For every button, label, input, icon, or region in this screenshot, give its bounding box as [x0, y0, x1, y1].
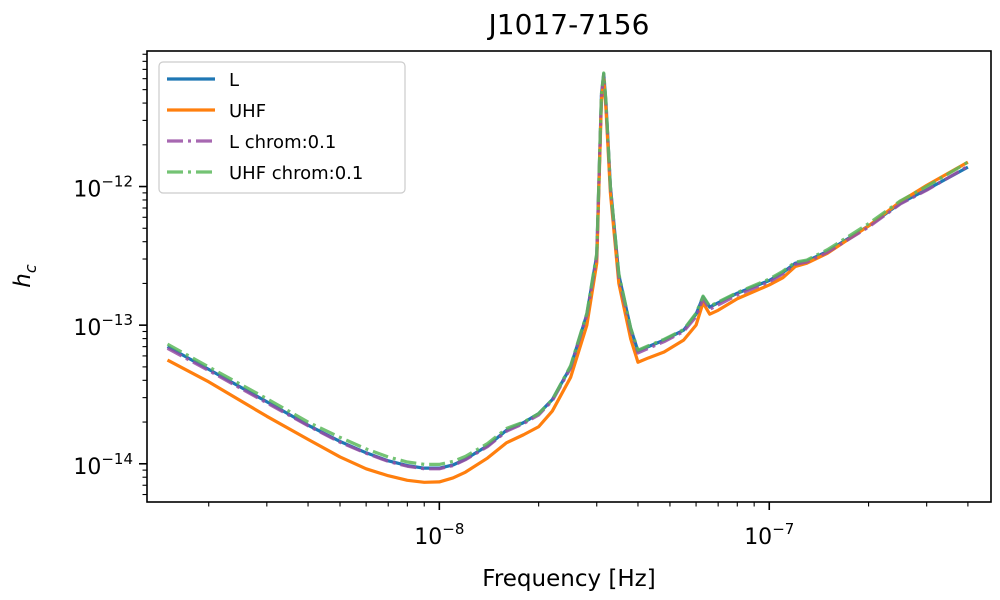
y-axis-title-sub: c	[21, 264, 40, 273]
series-layer	[166, 71, 969, 484]
y-tick-label: 10−13	[73, 311, 133, 341]
legend: L UHF L chrom:0.1 UHF chrom:0.1	[158, 61, 406, 194]
legend-label: UHF chrom:0.1	[229, 163, 363, 184]
chart-title: J1017-7156	[487, 8, 650, 41]
legend-box	[158, 61, 406, 194]
x-tick-label: 10−8	[414, 520, 464, 550]
y-tick-label: 10−14	[73, 450, 133, 480]
y-tick-label: 10−12	[73, 173, 133, 203]
legend-label: L chrom:0.1	[229, 132, 336, 153]
y-axis-title-base: h	[10, 273, 36, 288]
series-line-3	[166, 71, 969, 466]
y-axis-title: hc	[10, 264, 40, 288]
legend-label: UHF	[229, 101, 266, 122]
x-axis-title: Frequency [Hz]	[482, 566, 655, 592]
plot-frame	[146, 50, 992, 503]
x-tick-label: 10−7	[744, 520, 794, 550]
legend-label: L	[229, 70, 239, 91]
